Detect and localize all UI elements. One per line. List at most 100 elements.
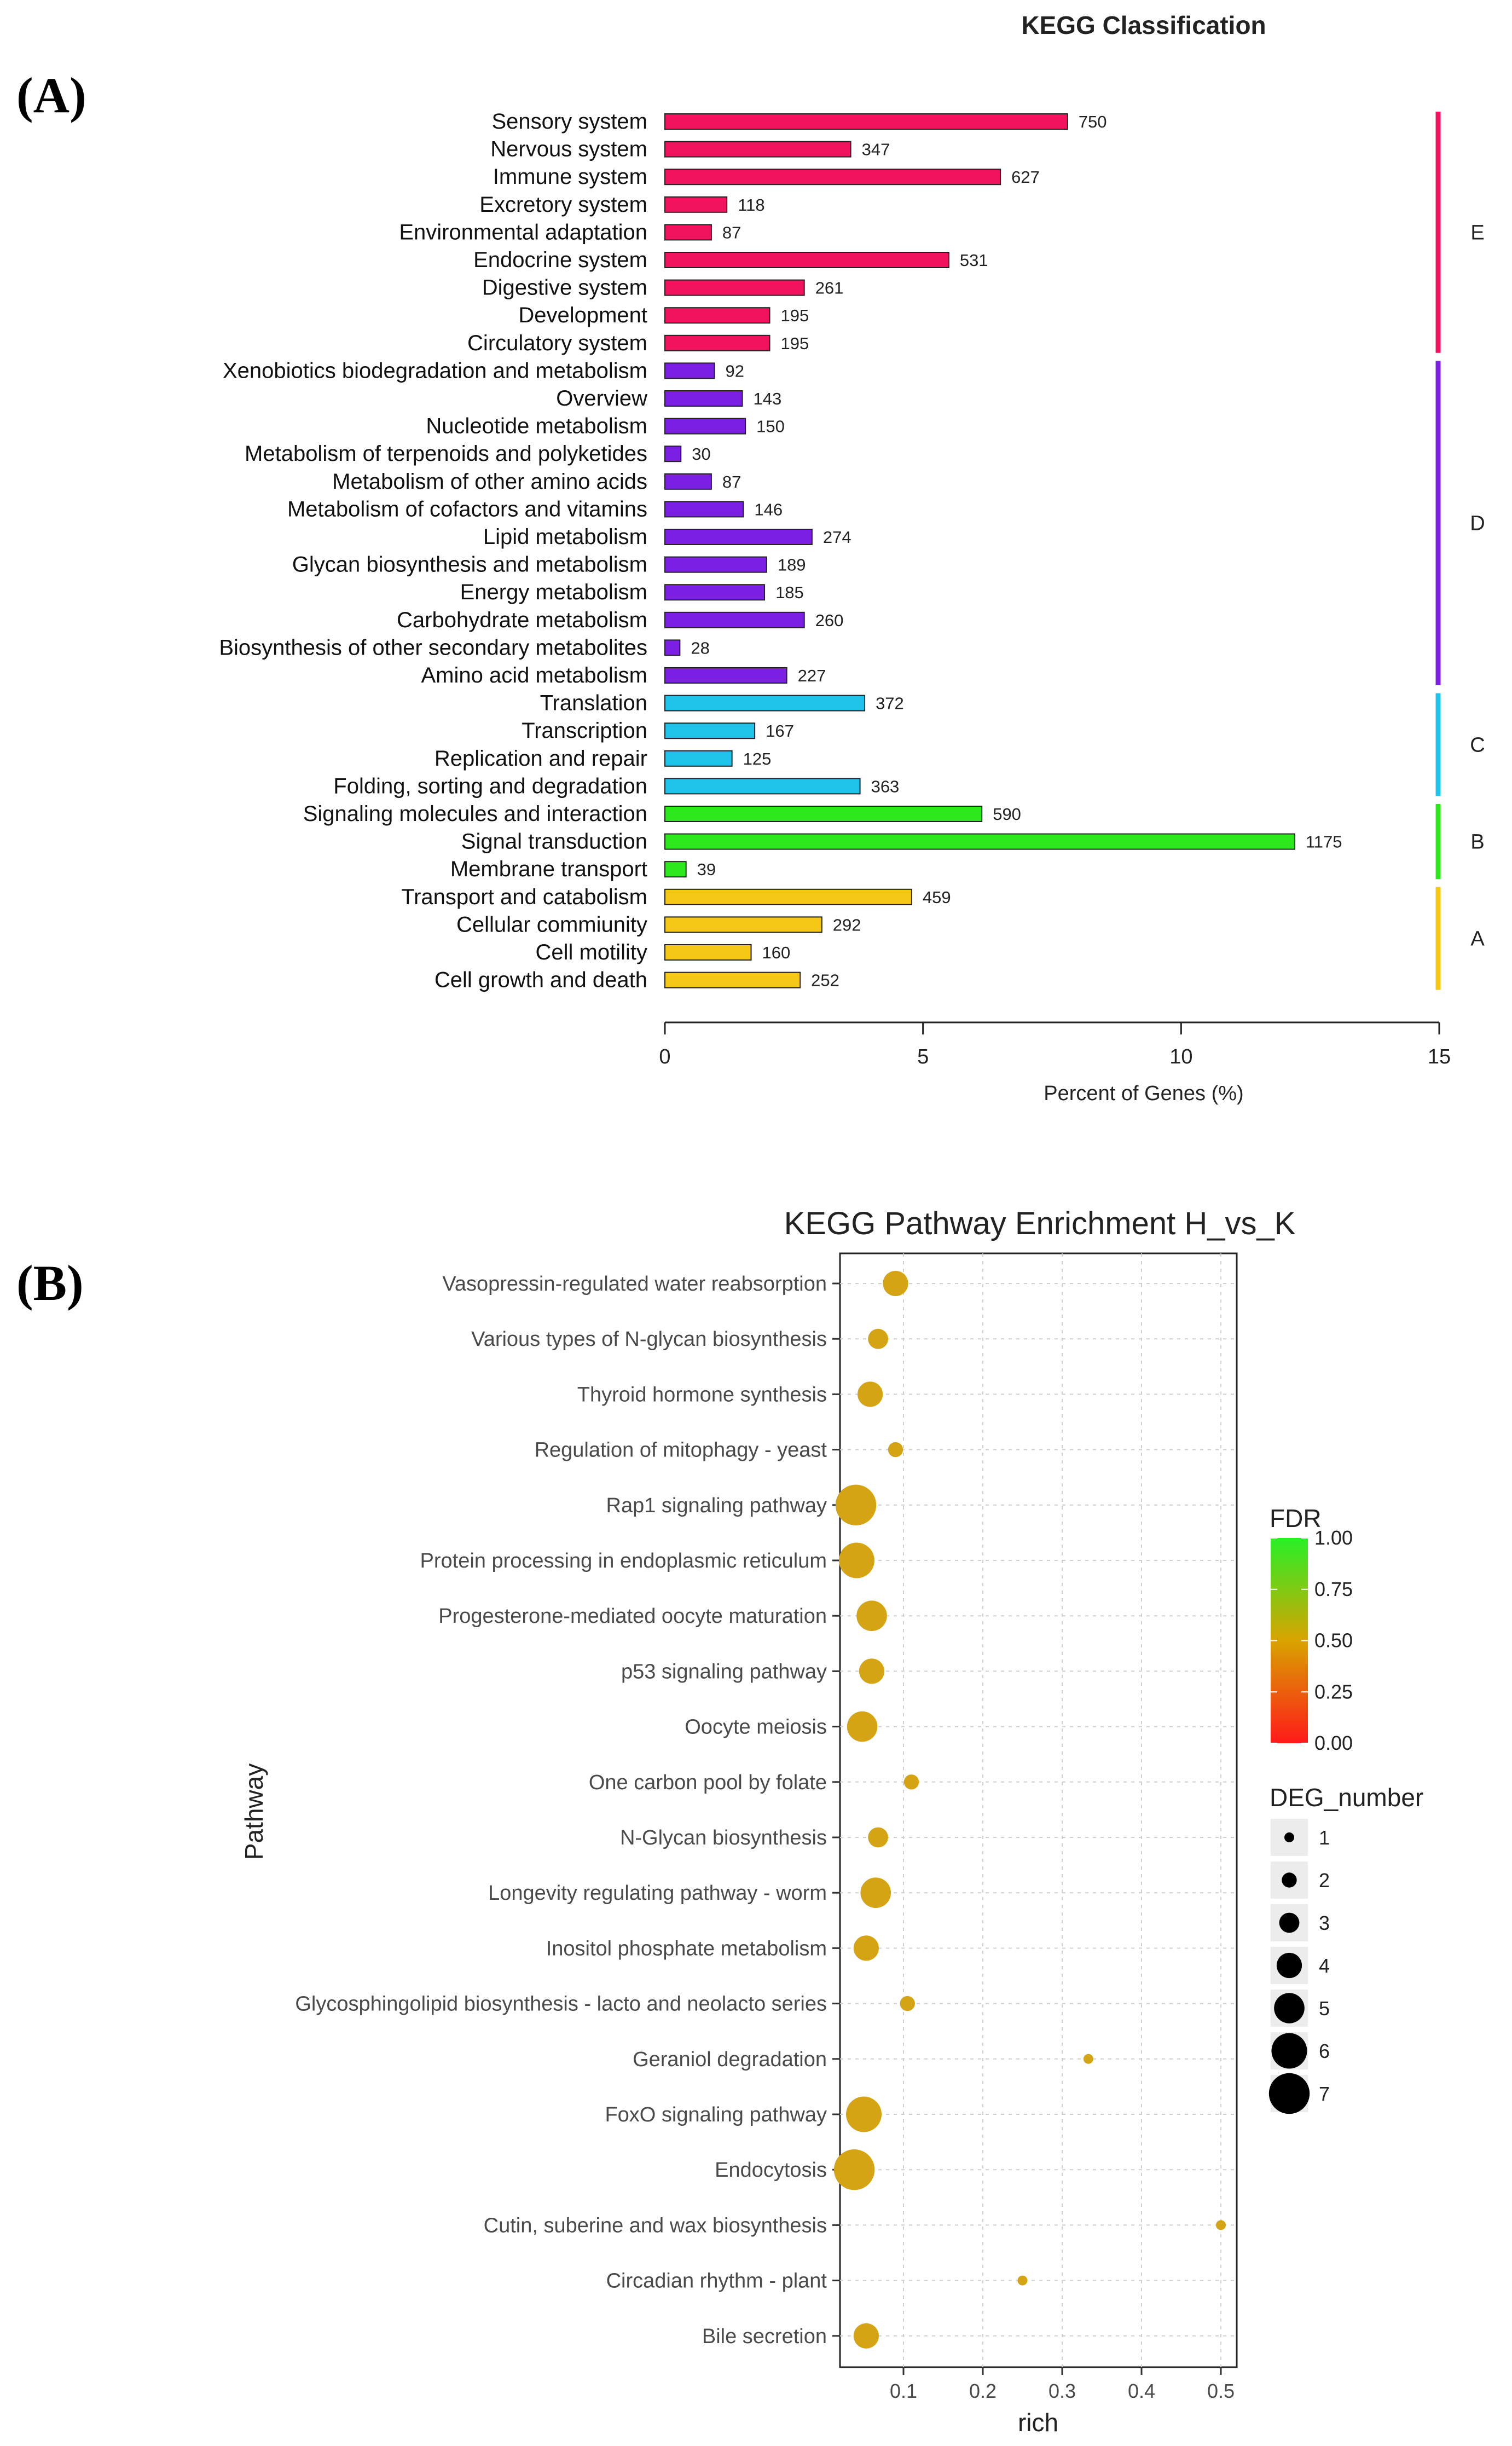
pathway-label: FoxO signaling pathway: [605, 2103, 827, 2126]
category-label: Nervous system: [490, 137, 647, 161]
axis-tick-label: 15: [1428, 1045, 1451, 1068]
bar-value-label: 459: [923, 888, 951, 907]
category-label: Carbohydrate metabolism: [397, 608, 647, 632]
category-label: Cell growth and death: [435, 968, 647, 992]
data-point: [903, 1774, 919, 1790]
data-point: [853, 2323, 879, 2349]
pathway-label: N-Glycan biosynthesis: [620, 1826, 827, 1849]
category-label: Endocrine system: [473, 248, 647, 272]
category-label: Metabolism of cofactors and vitamins: [287, 497, 647, 521]
bar: [664, 972, 801, 988]
legend-key-dot: [1274, 1993, 1305, 2023]
pathway-label: Progesterone-mediated oocyte maturation: [438, 1605, 827, 1628]
bar-value-label: 28: [691, 638, 709, 657]
data-point: [860, 1877, 891, 1908]
bar: [664, 224, 712, 241]
pathway-label: Oocyte meiosis: [685, 1716, 827, 1739]
bar-value-label: 189: [778, 556, 806, 575]
bar: [664, 307, 771, 324]
bar: [664, 252, 949, 268]
bar-value-label: 261: [815, 279, 844, 298]
bar: [664, 861, 687, 878]
legend-key-dot: [1271, 2033, 1307, 2069]
category-label: Signaling molecules and interaction: [303, 802, 647, 826]
x-tick-label: 0.2: [969, 2380, 997, 2402]
chart-a-x-axis-title: Percent of Genes (%): [1044, 1082, 1243, 1105]
legend-key-label: 1: [1319, 1826, 1330, 1849]
data-point: [858, 1381, 883, 1407]
group-label: B: [1470, 831, 1484, 854]
axis-tick-label: 10: [1169, 1045, 1192, 1068]
bar: [664, 279, 805, 296]
bar: [664, 362, 715, 379]
bar: [664, 944, 752, 961]
legend-key-label: 3: [1319, 1912, 1330, 1934]
bar-value-label: 252: [811, 971, 839, 990]
chart-b-y-axis: Vasopressin-regulated water reabsorption…: [295, 1273, 840, 2348]
bar: [664, 501, 744, 518]
bar-value-label: 292: [833, 915, 861, 934]
chart-b-x-axis-title: rich: [1018, 2408, 1058, 2437]
bar: [664, 667, 787, 684]
bar: [664, 334, 771, 351]
data-point: [900, 1996, 915, 2011]
pathway-label: Various types of N-glycan biosynthesis: [471, 1328, 827, 1351]
category-label: Metabolism of other amino acids: [332, 470, 647, 494]
bar: [664, 695, 866, 712]
chart-b-points: [833, 1270, 1226, 2349]
pathway-label: Rap1 signaling pathway: [606, 1494, 827, 1517]
category-label: Cell motility: [536, 940, 647, 964]
category-label: Folding, sorting and degradation: [333, 774, 647, 798]
legend-deg-title: DEG_number: [1270, 1783, 1423, 1812]
legend-key-dot: [1282, 1872, 1297, 1888]
pathway-label: p53 signaling pathway: [621, 1660, 827, 1683]
bar: [664, 611, 805, 628]
category-label: Transcription: [522, 719, 647, 743]
bar-value-label: 92: [726, 361, 744, 380]
bar-value-label: 87: [722, 472, 741, 491]
bar-value-label: 118: [738, 195, 764, 215]
category-label: Nucleotide metabolism: [426, 414, 647, 438]
legend-key-label: 4: [1319, 1955, 1330, 1977]
data-point: [833, 2149, 875, 2190]
bar-value-label: 30: [692, 444, 710, 464]
data-point: [847, 1711, 878, 1742]
pathway-label: Cutin, suberine and wax biosynthesis: [484, 2214, 827, 2237]
chart-b-legend: FDR 1.00 0.75 0.50 0.25 0.00 DEG_number 1 2 3 4…: [1268, 1504, 1423, 2114]
bar: [664, 750, 733, 767]
bar-value-label: 146: [754, 500, 783, 519]
bar: [664, 446, 682, 462]
bar: [664, 639, 681, 656]
kegg-enrichment-chart: KEGG Pathway Enrichment H_vs_K Vasopress…: [240, 1206, 1423, 2437]
bar-value-label: 372: [876, 694, 904, 713]
chart-b-x-axis: 0.1 0.2 0.3 0.4 0.5: [890, 2367, 1235, 2402]
bar-value-label: 160: [762, 943, 791, 962]
category-label: Energy metabolism: [460, 580, 647, 604]
axis-tick-label: 0: [659, 1045, 670, 1068]
chart-b-title: KEGG Pathway Enrichment H_vs_K: [784, 1206, 1296, 1241]
bar-value-label: 150: [756, 417, 785, 436]
bar: [664, 418, 746, 435]
category-label: Environmental adaptation: [399, 220, 647, 244]
data-point: [888, 1442, 903, 1458]
legend-key-dot: [1284, 1832, 1294, 1842]
category-label: Biosynthesis of other secondary metaboli…: [219, 635, 647, 660]
bar-value-label: 143: [754, 389, 782, 408]
category-label: Cellular commiunity: [456, 912, 647, 936]
bar: [664, 778, 861, 795]
pathway-label: Endocytosis: [715, 2159, 827, 2182]
pathway-label: Circadian rhythm - plant: [606, 2270, 827, 2293]
pathway-label: Thyroid hormone synthesis: [577, 1383, 827, 1406]
bar: [664, 141, 851, 158]
bar: [664, 833, 1295, 850]
legend-key-label: 2: [1319, 1869, 1330, 1892]
bar-value-label: 260: [815, 611, 844, 630]
legend-key-dot: [1268, 2073, 1310, 2114]
colorbar-tick-label: 0.75: [1314, 1578, 1353, 1600]
group-label: E: [1470, 221, 1484, 244]
bar-value-label: 363: [871, 777, 900, 796]
panel-label-a: (A): [16, 67, 86, 123]
data-point: [846, 2096, 882, 2132]
bar-value-label: 1175: [1306, 832, 1342, 852]
x-tick-label: 0.1: [890, 2380, 917, 2402]
